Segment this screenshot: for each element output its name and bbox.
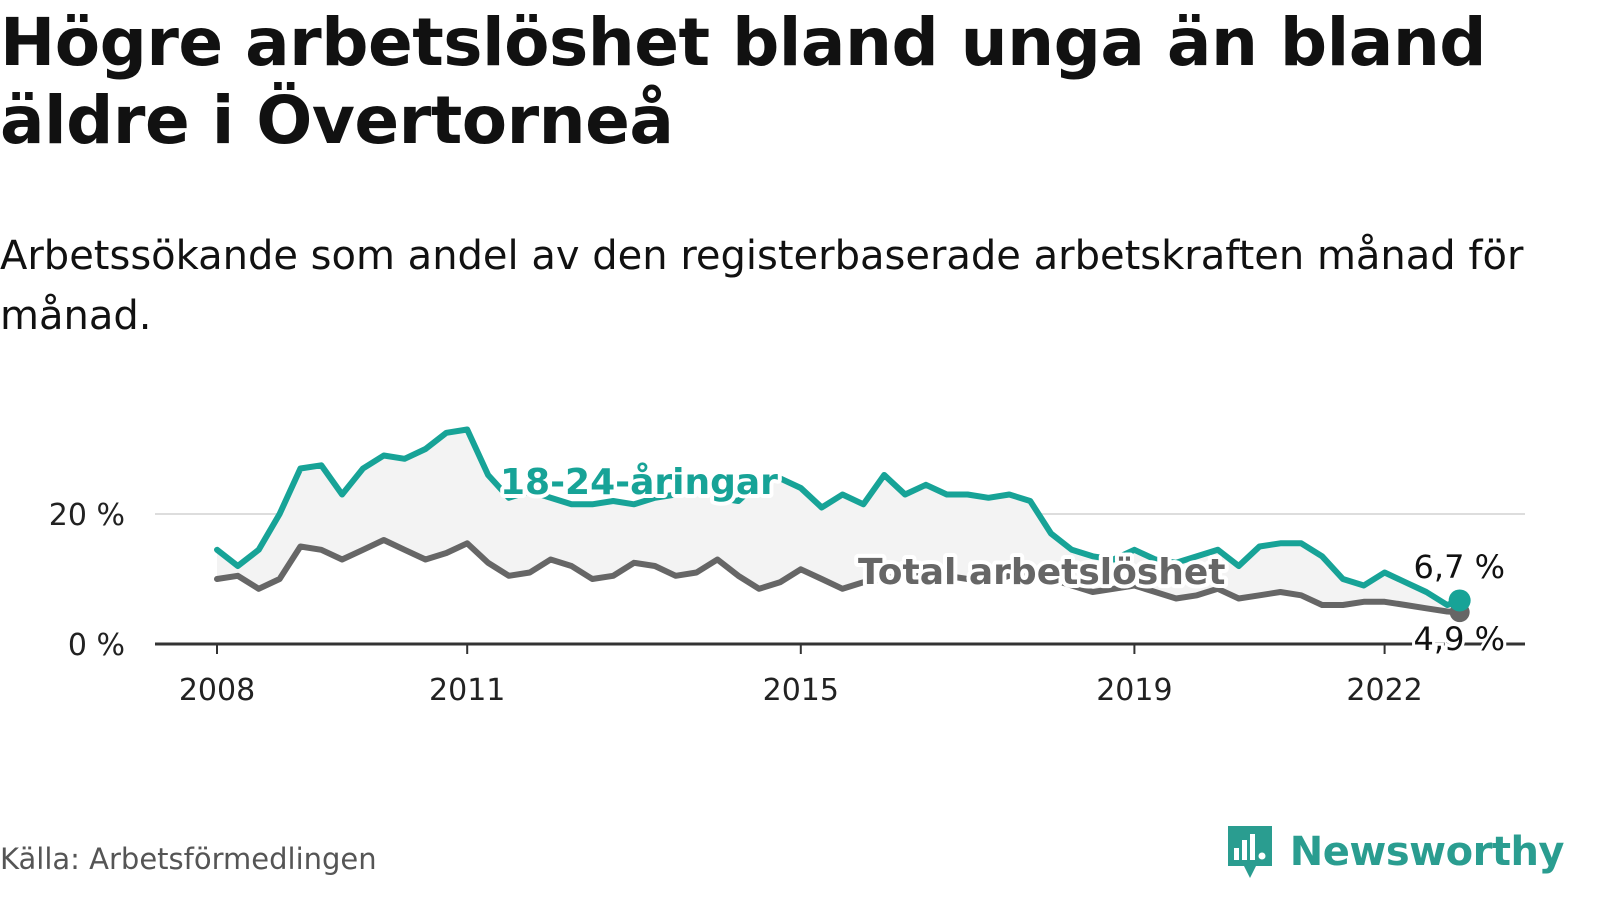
newsworthy-logo-icon [1227, 826, 1272, 878]
chart-title: Högre arbetslöshet bland unga än bland ä… [0, 4, 1487, 159]
x-tick-label-2011: 2011 [429, 673, 505, 708]
brand-name: Newsworthy [1289, 829, 1565, 875]
end-value-label-youth: 6,7 % [1414, 548, 1505, 586]
difference-band [217, 429, 1460, 613]
end-value-label-total: 4,9 % [1414, 620, 1505, 658]
line-chart: 0 % 20 % 2008 2011 2015 2019 2022 18-24-… [49, 426, 1525, 708]
x-tick-label-2019: 2019 [1096, 673, 1172, 708]
x-tick-label-2022: 2022 [1346, 673, 1422, 708]
end-point-youth [1448, 589, 1471, 612]
series-line-total [214, 537, 1463, 616]
x-ticks: 2008 2011 2015 2019 2022 [179, 644, 1423, 708]
brand-logo[interactable]: Newsworthy [1224, 822, 1565, 882]
y-tick-label-0: 0 % [68, 628, 125, 663]
series-label-youth: 18-24-åringar [500, 462, 778, 503]
series-label-total: Total arbetslöshet [858, 552, 1226, 593]
chart-subtitle: Arbetssökande som andel av den registerb… [0, 233, 1524, 339]
x-tick-label-2008: 2008 [179, 673, 255, 708]
x-tick-label-2015: 2015 [763, 673, 839, 708]
source-note: Källa: Arbetsförmedlingen [0, 842, 377, 876]
y-tick-label-20: 20 % [49, 498, 125, 533]
series-line-youth [214, 426, 1463, 608]
